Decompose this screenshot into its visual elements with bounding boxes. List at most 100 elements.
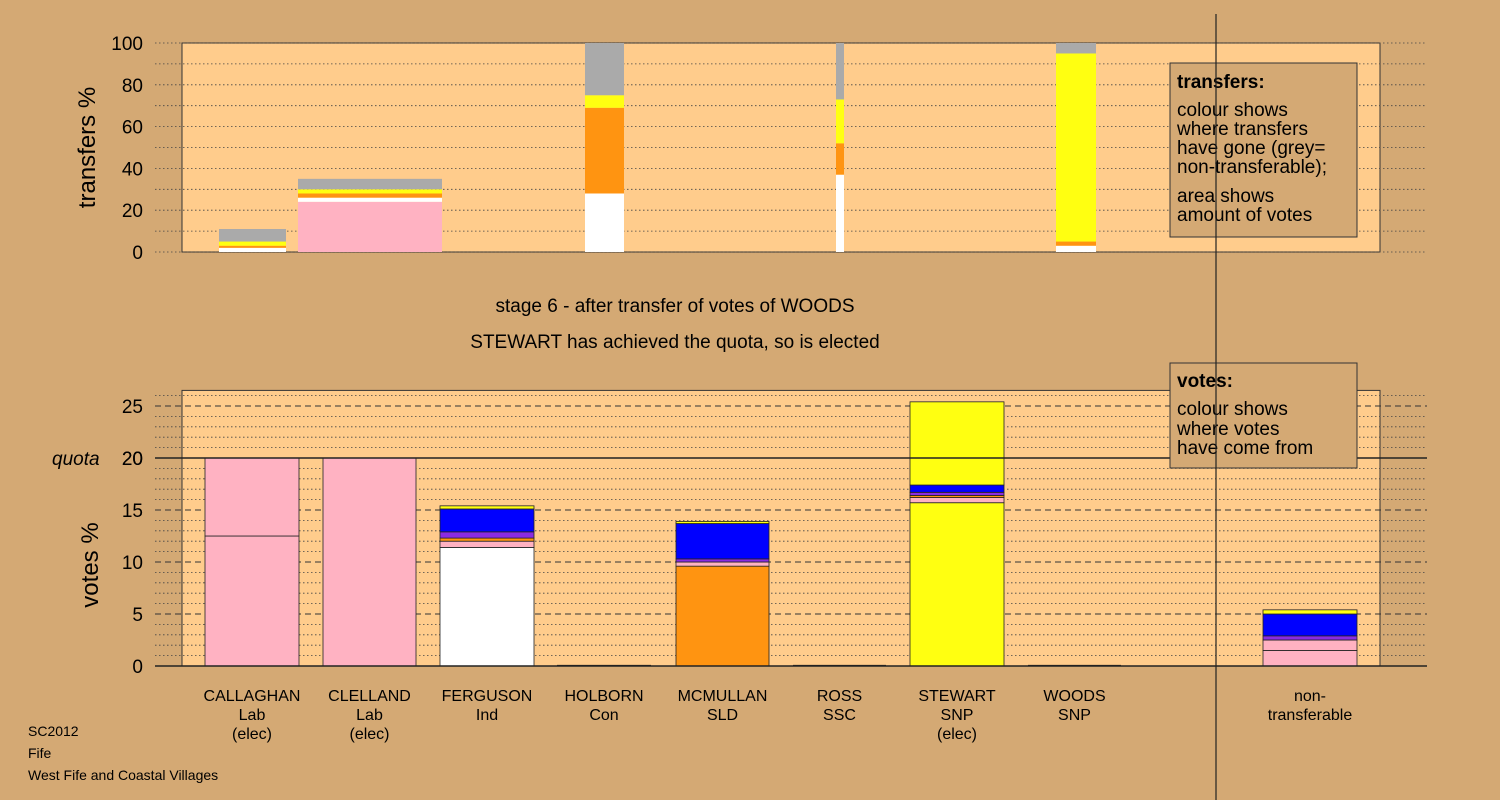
votes-tick-label: 5 xyxy=(132,605,143,626)
vote-segment xyxy=(204,457,300,537)
vote-segment xyxy=(439,508,535,533)
candidate-label: Ind xyxy=(476,707,498,724)
transfer-segment xyxy=(836,99,844,144)
transfer-segment xyxy=(1056,53,1096,242)
vote-segment xyxy=(439,531,535,539)
transfers-tick-label: 20 xyxy=(122,201,143,222)
candidate-label: (elec) xyxy=(232,726,272,743)
footer-council: Fife xyxy=(28,745,52,761)
votes-tick-label: 20 xyxy=(122,449,143,470)
transfers-tick-label: 100 xyxy=(111,34,143,55)
vote-segment xyxy=(439,540,535,548)
transfer-segment xyxy=(298,201,442,252)
votes-legend-line: where votes xyxy=(1176,419,1279,440)
candidate-label: SNP xyxy=(941,707,974,724)
transfers-legend-line: where transfers xyxy=(1176,119,1308,140)
votes-tick-label: 0 xyxy=(132,657,143,678)
candidate-label: STEWART xyxy=(918,688,996,705)
votes-legend-line: colour shows xyxy=(1177,399,1288,420)
transfers-tick-label: 0 xyxy=(132,243,143,264)
vote-segment xyxy=(1262,613,1358,637)
candidate-label: (elec) xyxy=(349,726,389,743)
vote-segment xyxy=(1262,609,1358,615)
transfers-legend-line: colour shows xyxy=(1177,100,1288,121)
vote-segment xyxy=(439,537,535,542)
votes-tick-label: 15 xyxy=(122,501,143,522)
candidate-label: CLELLAND xyxy=(328,688,411,705)
votes-tick-label: 25 xyxy=(122,397,143,418)
vote-segment xyxy=(675,521,770,524)
transfer-segment xyxy=(298,178,442,190)
vote-segment xyxy=(909,401,1005,486)
transfers-legend-line: amount of votes xyxy=(1177,205,1312,226)
transfers-legend-line: have gone (grey= xyxy=(1177,138,1325,159)
candidate-label: HOLBORN xyxy=(564,688,643,705)
transfer-segment xyxy=(585,193,624,252)
candidate-label: SLD xyxy=(707,707,738,724)
transfer-segment xyxy=(219,241,286,246)
transfer-segment xyxy=(219,247,286,252)
transfer-segment xyxy=(1056,241,1096,246)
transfers-legend-title: transfers: xyxy=(1177,72,1265,93)
candidate-label: (elec) xyxy=(937,726,977,743)
transfers-y-axis-label: transfers % xyxy=(74,87,101,208)
votes-y-axis-label: votes % xyxy=(77,522,104,607)
quota-tick-label: 20 xyxy=(122,449,143,470)
transfers-tick-label: 60 xyxy=(122,118,143,139)
vote-segment xyxy=(675,561,770,567)
transfer-segment xyxy=(219,229,286,242)
vote-segment xyxy=(675,558,770,563)
candidate-label: Lab xyxy=(356,707,383,724)
transfer-segment xyxy=(836,143,844,175)
vote-segment xyxy=(909,491,1005,496)
footer-election: SC2012 xyxy=(28,723,79,739)
stage-title: stage 6 - after transfer of votes of WOO… xyxy=(495,296,854,317)
transfer-segment xyxy=(1056,43,1096,54)
candidate-label: SSC xyxy=(823,707,856,724)
transfer-segment xyxy=(1056,245,1096,252)
vote-segment xyxy=(322,457,417,667)
candidate-label: SNP xyxy=(1058,707,1091,724)
quota-label: quota xyxy=(52,449,100,470)
transfer-segment xyxy=(585,107,624,194)
transfers-legend-box xyxy=(1169,62,1358,238)
stage-subtitle: STEWART has achieved the quota, so is el… xyxy=(470,332,879,353)
transfers-tick-label: 40 xyxy=(122,159,143,180)
transfers-legend-line: area shows xyxy=(1177,186,1274,207)
votes-legend-line: have come from xyxy=(1177,438,1313,459)
votes-legend-box xyxy=(1169,362,1358,469)
transfer-segment xyxy=(585,43,624,96)
vote-segment xyxy=(909,502,1005,667)
candidate-label: non- xyxy=(1294,688,1326,705)
candidate-label: WOODS xyxy=(1043,688,1105,705)
candidate-label: transferable xyxy=(1268,707,1353,724)
vote-segment xyxy=(439,505,535,510)
transfers-tick-label: 80 xyxy=(122,76,143,97)
candidate-label: MCMULLAN xyxy=(678,688,768,705)
footer-ward: West Fife and Coastal Villages xyxy=(28,767,219,783)
vote-segment xyxy=(204,535,300,667)
vote-segment xyxy=(909,497,1005,504)
transfer-segment xyxy=(298,197,442,202)
transfer-segment xyxy=(219,245,286,248)
vote-segment xyxy=(675,523,770,560)
transfer-segment xyxy=(836,43,844,100)
vote-segment xyxy=(675,565,770,667)
candidate-label: CALLAGHAN xyxy=(204,688,301,705)
votes-tick-label: 10 xyxy=(122,553,143,574)
vote-segment xyxy=(909,484,1005,493)
vote-segment xyxy=(1262,650,1358,667)
transfer-segment xyxy=(585,95,624,108)
votes-legend-title: votes: xyxy=(1177,371,1233,392)
vote-segment xyxy=(1262,635,1358,641)
transfer-segment xyxy=(298,193,442,198)
candidate-label: FERGUSON xyxy=(442,688,533,705)
candidate-label: ROSS xyxy=(817,688,862,705)
transfer-segment xyxy=(836,174,844,252)
transfers-legend-line: non-transferable); xyxy=(1177,157,1327,178)
candidate-label: Con xyxy=(589,707,618,724)
candidate-label: Lab xyxy=(239,707,266,724)
transfer-segment xyxy=(298,189,442,194)
vote-segment xyxy=(1262,639,1358,651)
